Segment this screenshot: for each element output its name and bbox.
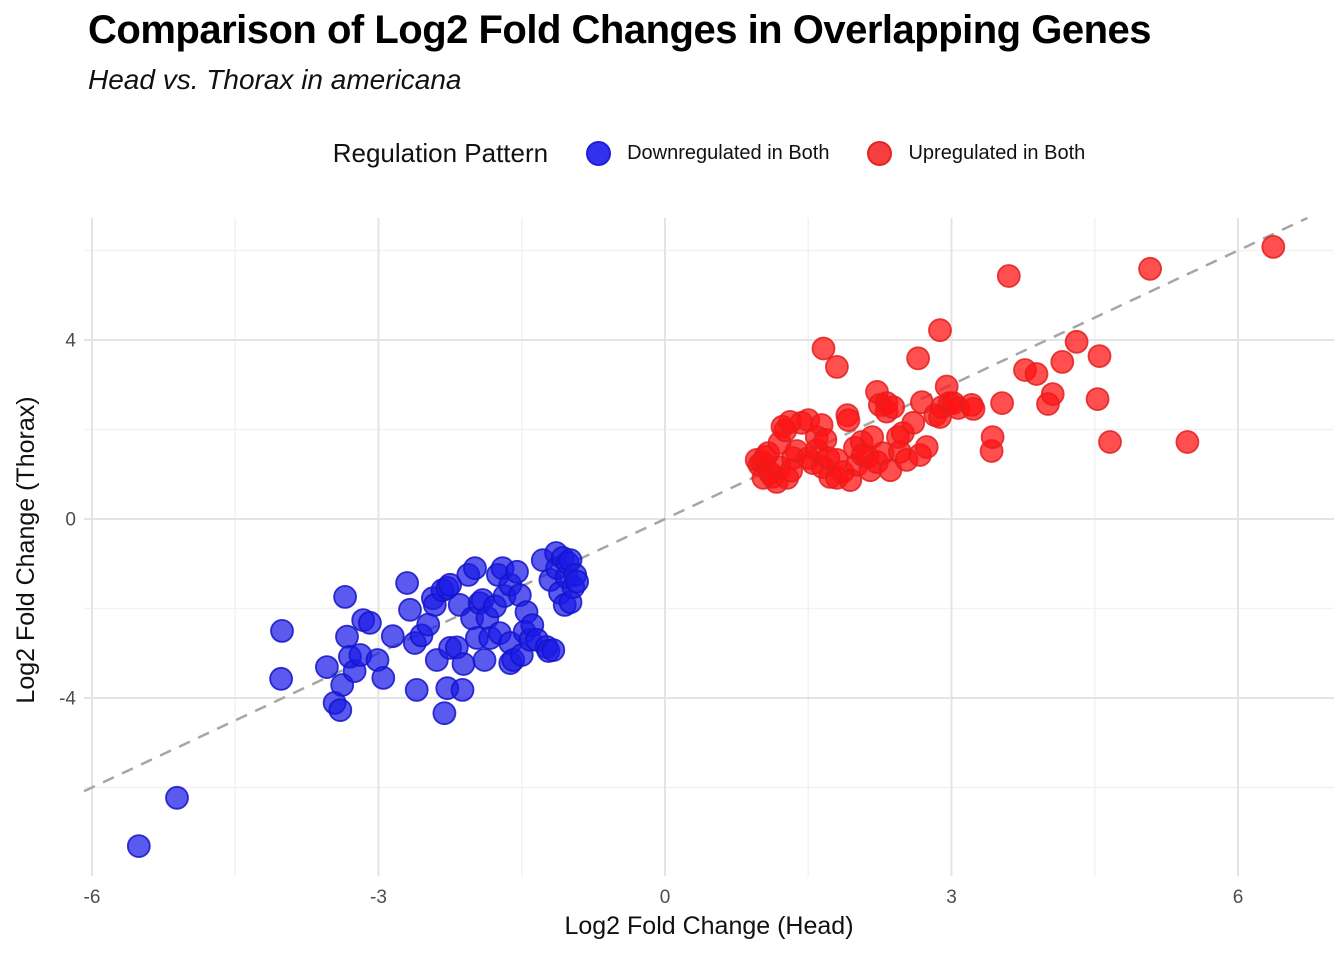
y-axis-tick-labels: -4 0 4 (59, 331, 76, 710)
chart-subtitle: Head vs. Thorax in americana (88, 64, 462, 95)
x-axis-tick-labels: -6 -3 0 3 6 (84, 887, 1244, 908)
point-downregulated[interactable] (398, 597, 422, 622)
point-downregulated[interactable] (541, 638, 566, 662)
point-upregulated[interactable] (928, 318, 952, 343)
point-downregulated[interactable] (416, 612, 441, 637)
point-upregulated[interactable] (914, 435, 939, 459)
x-tick-label: 0 (660, 887, 671, 908)
legend-entry-downregulated[interactable]: Downregulated in Both (586, 140, 830, 166)
legend-entry-upregulated[interactable]: Upregulated in Both (867, 140, 1086, 166)
point-upregulated[interactable] (881, 395, 906, 420)
point-downregulated[interactable] (472, 648, 497, 672)
point-upregulated[interactable] (1040, 382, 1065, 407)
point-upregulated[interactable] (811, 336, 836, 361)
identity-reference-line (83, 216, 1308, 793)
point-downregulated[interactable] (333, 585, 358, 609)
point-downregulated[interactable] (505, 559, 529, 584)
point-downregulated[interactable] (357, 610, 382, 635)
legend: Regulation Pattern Downregulated in Both… (84, 133, 1334, 173)
x-tick-label: -3 (370, 887, 387, 908)
point-upregulated[interactable] (961, 396, 986, 421)
point-upregulated[interactable] (996, 264, 1021, 288)
legend-title: Regulation Pattern (332, 137, 549, 168)
minor-gridlines (84, 218, 1334, 876)
point-upregulated[interactable] (836, 408, 861, 433)
point-upregulated[interactable] (1064, 329, 1089, 354)
point-downregulated[interactable] (450, 678, 475, 702)
x-tick-label: 6 (1233, 887, 1244, 908)
legend-dot-blue-icon (586, 140, 612, 166)
point-downregulated[interactable] (565, 569, 589, 594)
point-downregulated[interactable] (328, 698, 353, 722)
point-downregulated[interactable] (451, 652, 476, 676)
point-downregulated[interactable] (395, 571, 420, 595)
point-upregulated[interactable] (1261, 234, 1286, 259)
x-tick-label: 3 (946, 887, 957, 908)
y-tick-label: -4 (59, 689, 76, 710)
legend-label-downregulated: Downregulated in Both (627, 141, 830, 164)
point-downregulated[interactable] (380, 624, 405, 649)
point-downregulated[interactable] (438, 572, 463, 597)
point-downregulated[interactable] (165, 785, 189, 810)
point-upregulated[interactable] (990, 391, 1014, 416)
point-upregulated[interactable] (901, 410, 926, 435)
dashed-identity-line (83, 216, 1308, 793)
point-upregulated[interactable] (906, 346, 930, 371)
data-points (126, 234, 1286, 858)
point-downregulated[interactable] (371, 666, 396, 690)
point-downregulated[interactable] (314, 655, 339, 679)
point-upregulated[interactable] (1050, 349, 1075, 374)
y-tick-label: 4 (65, 331, 76, 352)
point-downregulated[interactable] (463, 556, 487, 581)
point-upregulated[interactable] (1098, 430, 1122, 454)
legend-label-upregulated: Upregulated in Both (908, 141, 1086, 164)
point-downregulated[interactable] (269, 666, 294, 691)
legend-dot-red-icon (867, 140, 893, 166)
x-axis-title: Log2 Fold Change (Head) (564, 912, 854, 940)
point-downregulated[interactable] (335, 624, 359, 649)
point-downregulated[interactable] (432, 701, 457, 726)
major-gridlines (84, 218, 1334, 876)
point-upregulated[interactable] (980, 425, 1005, 450)
x-tick-label: -6 (84, 887, 101, 908)
point-upregulated[interactable] (825, 354, 849, 379)
y-tick-label: 0 (65, 510, 76, 531)
y-axis-title: Log2 Fold Change (Thorax) (12, 396, 40, 704)
point-upregulated[interactable] (1175, 430, 1200, 454)
point-upregulated[interactable] (1085, 387, 1110, 412)
point-downregulated[interactable] (126, 834, 151, 858)
point-upregulated[interactable] (1138, 256, 1162, 281)
chart-title: Comparison of Log2 Fold Changes in Overl… (88, 8, 1152, 52)
point-upregulated[interactable] (1024, 362, 1049, 386)
point-downregulated[interactable] (404, 678, 429, 702)
point-downregulated[interactable] (270, 619, 294, 643)
point-upregulated[interactable] (1087, 344, 1112, 369)
